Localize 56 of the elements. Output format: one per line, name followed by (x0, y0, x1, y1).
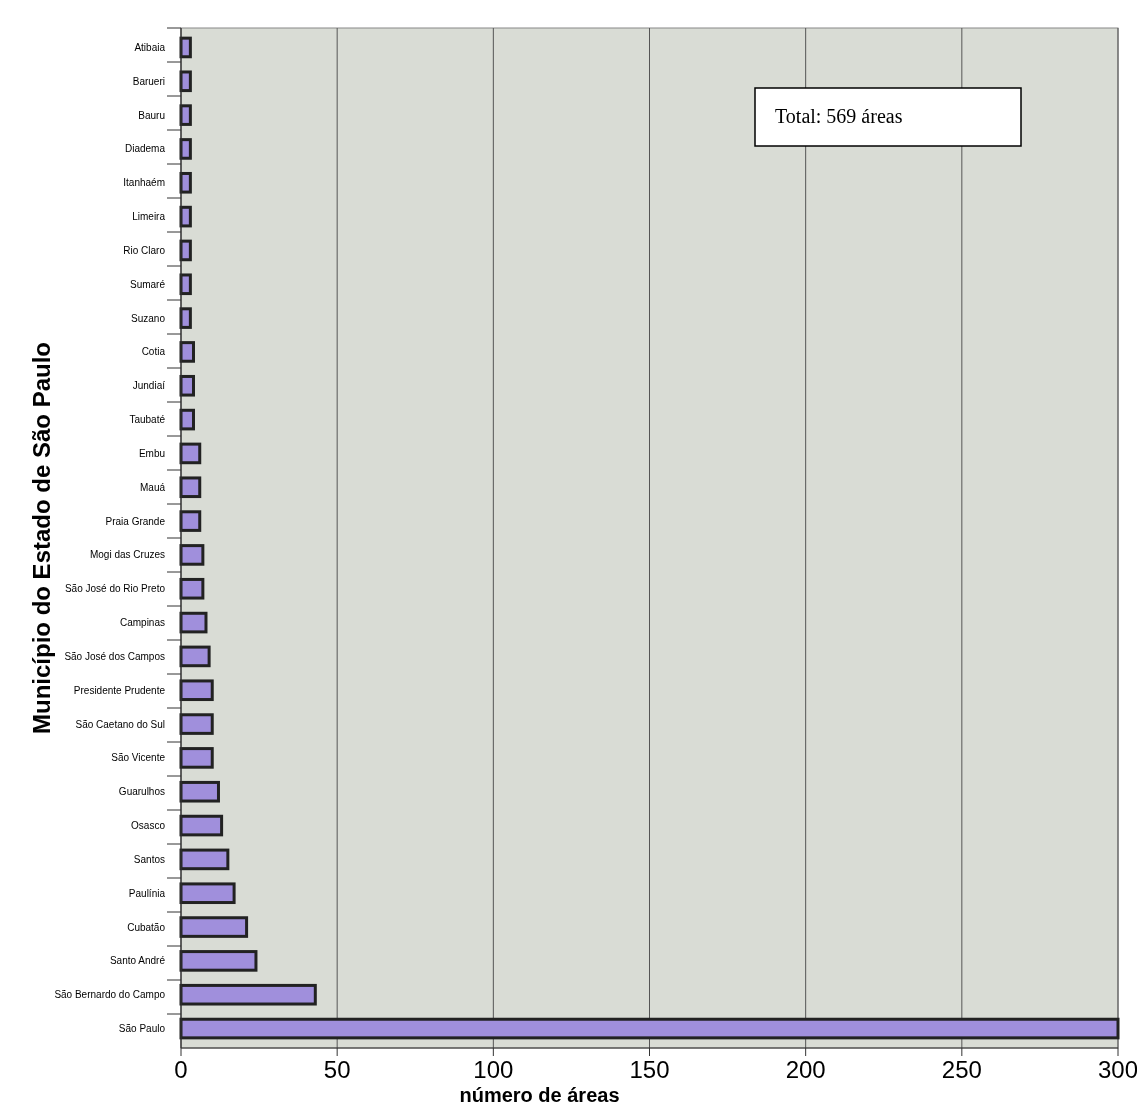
y-tick-label: Presidente Prudente (73, 684, 166, 696)
annotation: Total: 569 áreas (775, 105, 903, 127)
x-axis-title: número de áreas (459, 1084, 620, 1102)
y-tick-label: Campinas (119, 617, 165, 629)
bar (179, 510, 202, 532)
bar (179, 780, 220, 803)
bar (179, 848, 230, 871)
y-tick-label: Barueri (132, 75, 165, 87)
y-tick-label: Santos (133, 853, 165, 865)
bar (179, 983, 317, 1006)
y-tick-label: Santo André (109, 955, 166, 967)
bar (179, 679, 214, 702)
y-tick-label: Diadema (124, 143, 166, 155)
y-axis-title: Município do Estado de São Paulo (28, 341, 55, 735)
x-tick-label: 300 (1097, 1056, 1137, 1083)
y-tick-label: Cubatão (127, 921, 166, 933)
bar (179, 747, 214, 769)
y-tick-label: Mauá (139, 481, 166, 493)
y-tick-label: Osasco (131, 820, 166, 832)
y-tick-label: Limeira (132, 211, 166, 223)
y-tick-label: São Bernardo do Campo (54, 989, 166, 1001)
y-tick-label: Cotia (141, 346, 166, 358)
x-tick-label: 250 (941, 1056, 982, 1083)
x-tick-label: 50 (323, 1056, 351, 1083)
bar (179, 577, 205, 600)
x-tick-label: 0 (174, 1056, 188, 1083)
y-tick-label: Sumaré (129, 278, 166, 290)
y-tick-label: São José dos Campos (64, 650, 165, 662)
bar (179, 476, 202, 499)
x-tick-label: 100 (473, 1056, 514, 1083)
y-tick-label: Itanhaém (123, 177, 165, 189)
bar (179, 1017, 1120, 1040)
bar (179, 916, 249, 938)
y-tick-label: Taubaté (129, 414, 166, 426)
y-tick-label: Guarulhos (118, 786, 165, 798)
bar (179, 882, 236, 905)
bar (179, 950, 258, 972)
y-tick-label: Bauru (138, 109, 165, 121)
y-tick-label: São José do Rio Preto (64, 583, 166, 595)
x-tick-label: 200 (785, 1056, 826, 1083)
y-tick-label: Suzano (131, 312, 166, 324)
y-tick-label: Paulínia (128, 887, 166, 899)
y-tick-label: Jundiaí (132, 380, 166, 392)
bar (179, 645, 211, 668)
bar (179, 814, 224, 837)
y-tick-label: Rio Claro (123, 244, 166, 256)
y-tick-label: São Vicente (111, 752, 166, 764)
y-tick-label: Praia Grande (105, 515, 166, 527)
bar (179, 544, 205, 566)
y-tick-label: Embu (138, 447, 165, 459)
bar (179, 713, 214, 735)
y-tick-label: Mogi das Cruzes (89, 549, 165, 561)
x-tick-label: 150 (629, 1056, 670, 1083)
y-tick-label: São Caetano do Sul (75, 718, 165, 730)
y-tick-label: Atibaia (134, 41, 166, 53)
y-tick-label: São Paulo (118, 1023, 166, 1035)
